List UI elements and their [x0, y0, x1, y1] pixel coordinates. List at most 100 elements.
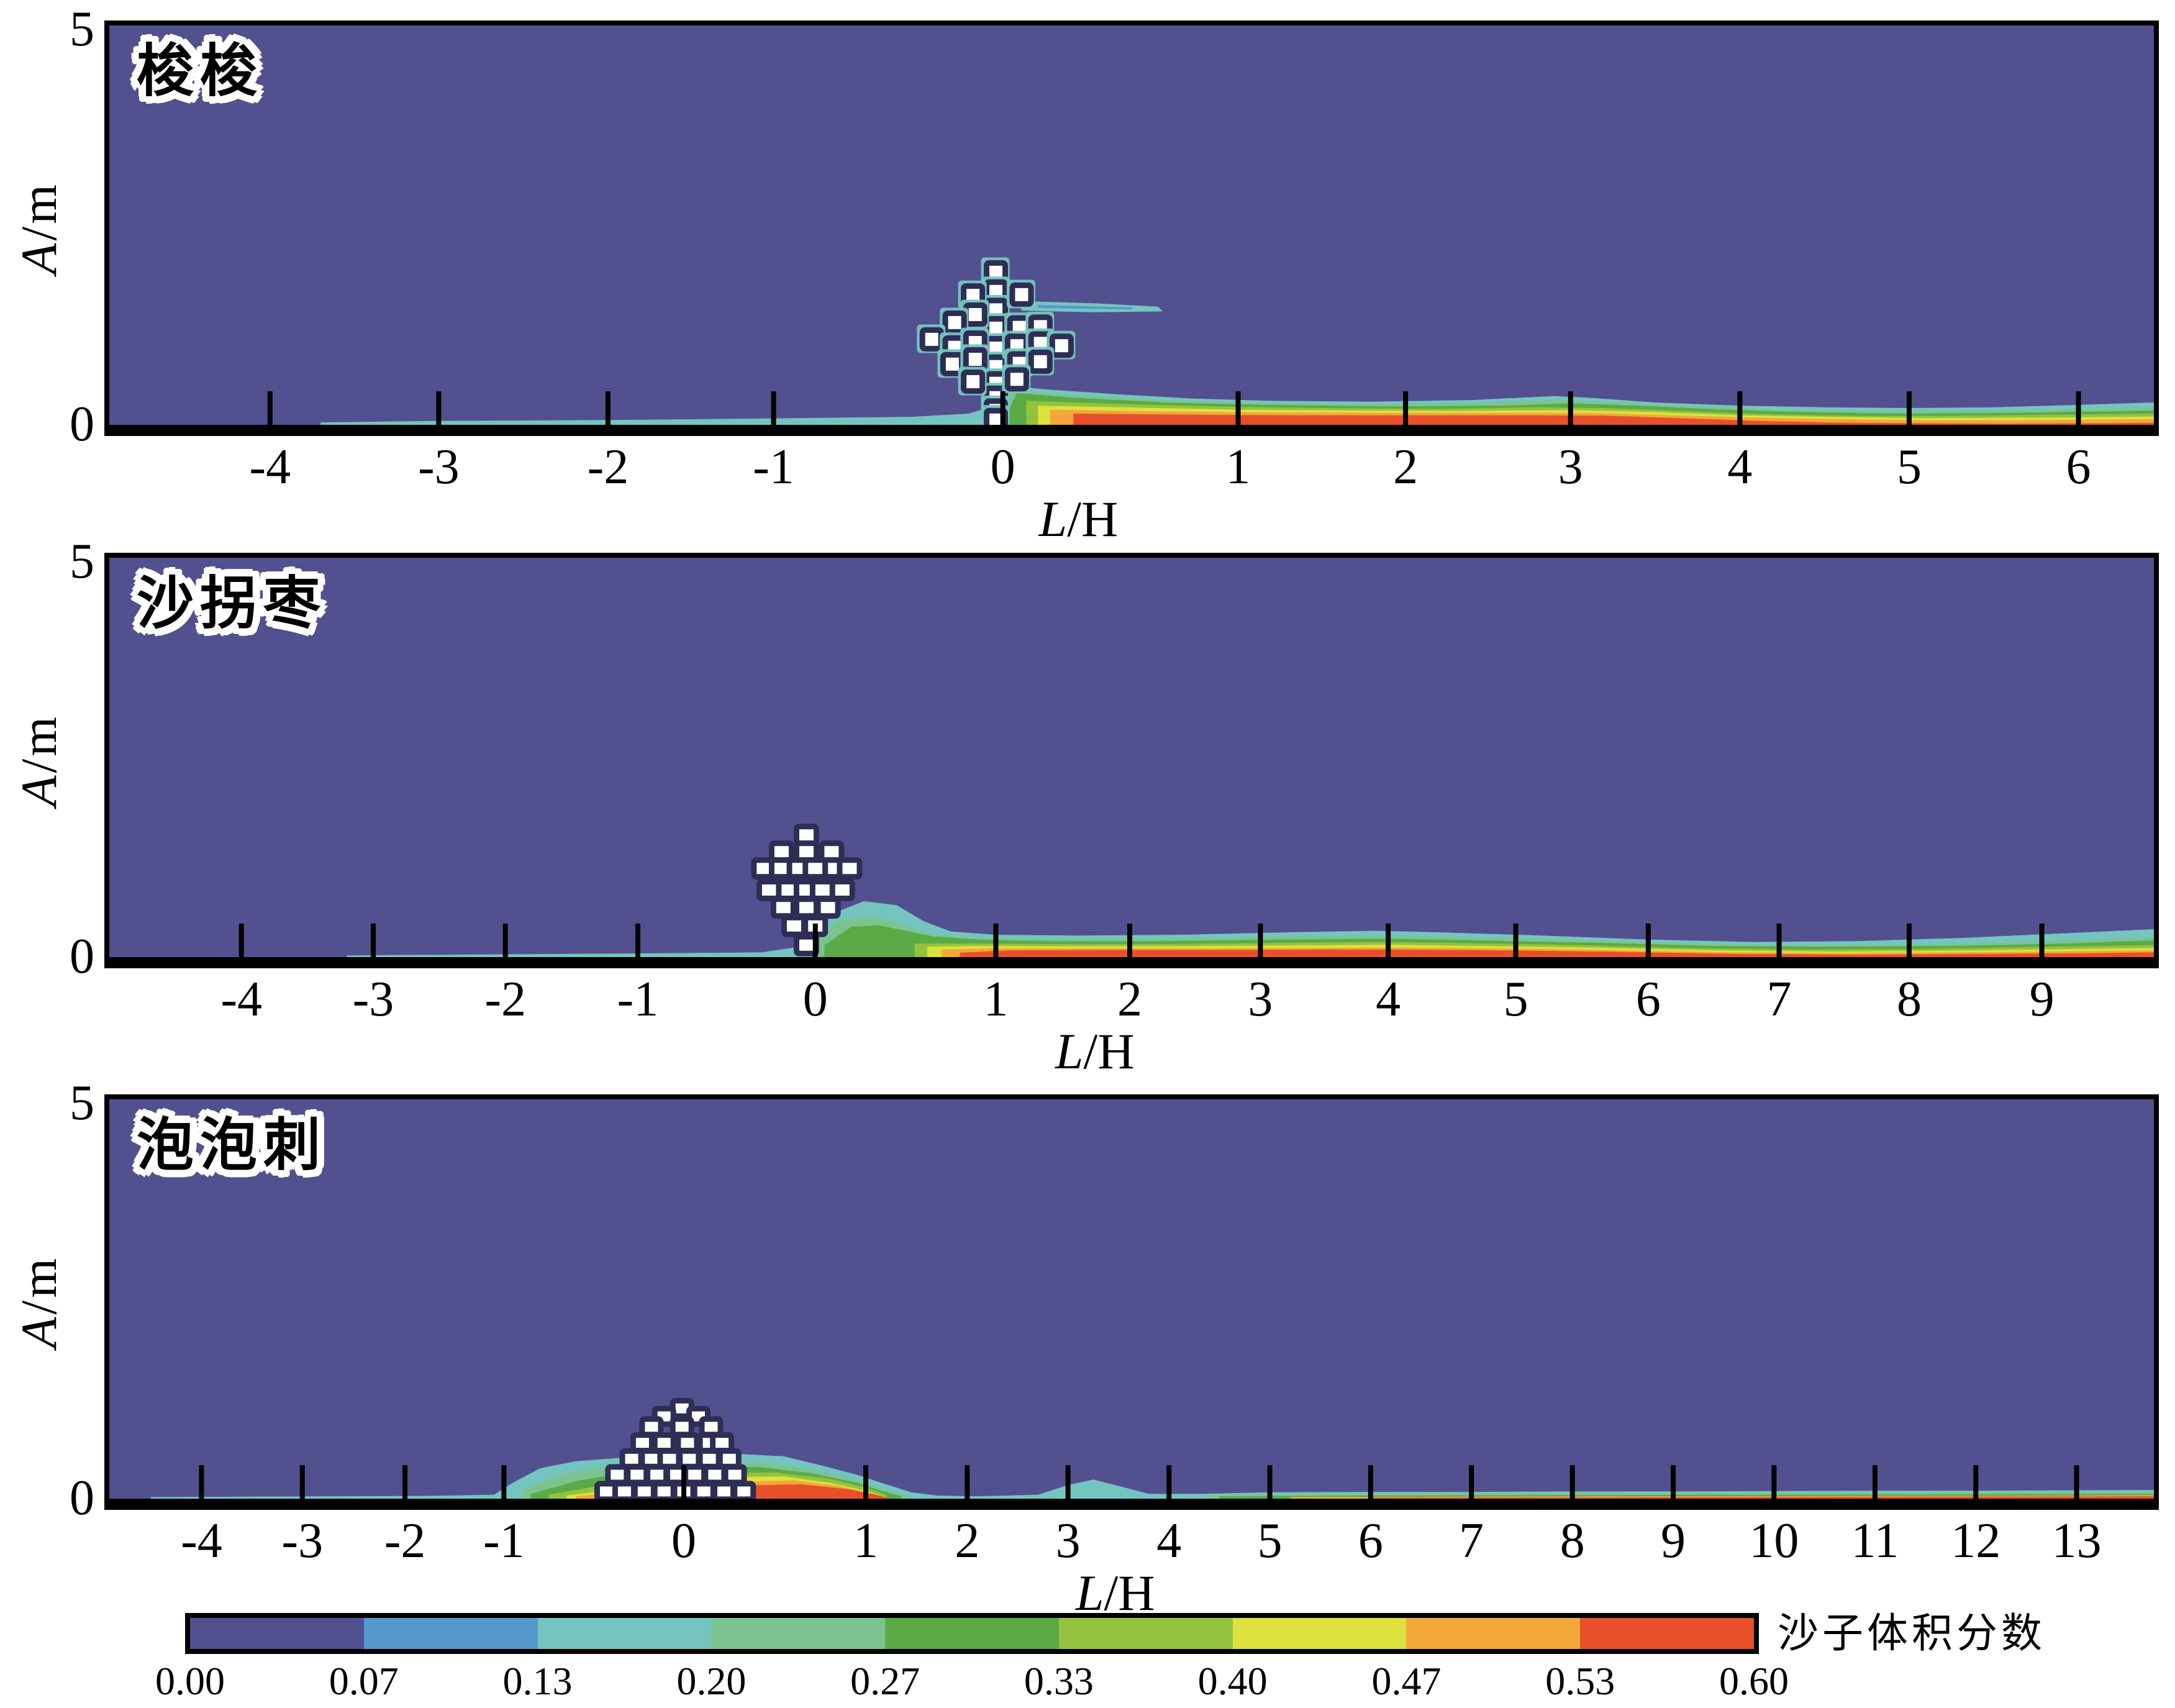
y-axis-tick-min: 0	[70, 397, 94, 452]
contour-plot	[238, 824, 2154, 957]
plant-branch-square	[645, 1464, 670, 1486]
plant-branch-square	[963, 347, 988, 372]
plant-branch-square	[605, 1464, 630, 1486]
panel-nitraria: 5 0 A/m 泡泡刺 -4 -3 -2 -1 0 1 2 3 4 5 6 7 8 9 10 11 12 13 L…	[0, 1078, 2175, 1653]
x-axis-tick-label: -4	[249, 440, 291, 494]
plant-branch-square	[837, 857, 863, 880]
y-axis-unit: /m	[11, 1256, 67, 1315]
plant-branch-square	[702, 1464, 727, 1486]
colorbar	[185, 1613, 1759, 1654]
colorbar-tick-label: 0.53	[1545, 1659, 1615, 1703]
x-axis-tick-label: 2	[955, 1514, 980, 1568]
y-axis-tick-max: 5	[70, 2, 94, 57]
x-axis-tick-mark	[965, 1465, 970, 1499]
x-axis-tick-label: 8	[1896, 972, 1922, 1027]
plot-area: 梭梭	[104, 20, 2159, 436]
x-axis-tick-mark	[1872, 1465, 1878, 1499]
plant-branch-square	[612, 1481, 637, 1499]
x-axis-tick-label: -2	[384, 1514, 426, 1568]
x-axis-tick-mark	[605, 391, 611, 425]
x-axis-tick-label: 6	[2066, 440, 2091, 494]
plant-branch-square	[722, 1464, 747, 1486]
x-axis-tick-label: 5	[1896, 440, 1922, 494]
colorbar-tick-label: 0.60	[1719, 1659, 1789, 1703]
colorbar-title: 沙子体积分数	[1778, 1611, 2046, 1656]
x-axis-tick-mark	[1776, 924, 1782, 957]
x-axis-tick-label: 5	[1503, 972, 1528, 1027]
x-axis-tick-mark	[1267, 1465, 1273, 1499]
x-axis-tick-label: -1	[483, 1514, 525, 1568]
y-axis-unit: /m	[11, 182, 67, 241]
x-axis-tick-mark	[993, 924, 999, 957]
x-axis-tick-label: -4	[220, 972, 262, 1027]
sand-layer-cyan	[150, 1454, 2154, 1499]
x-axis-tick-mark	[1469, 1465, 1474, 1499]
plant-branch-square	[802, 857, 829, 880]
plant-branch-square	[815, 896, 841, 919]
x-axis-tick-label: -1	[753, 440, 794, 494]
x-axis-tick-mark	[1771, 1465, 1777, 1499]
x-axis-tick-mark	[502, 924, 508, 957]
plant-branch-square	[961, 370, 986, 394]
x-axis-variable: L	[1055, 1023, 1084, 1079]
plant-branch-square	[1009, 282, 1034, 307]
panel-calligonum: 5 0 A/m 沙拐枣 -4 -3 -2 -1 0 1 2 3 4 5 6 7 8 9 L/H	[0, 537, 2175, 1112]
colorbar-tick-label: 0.20	[676, 1659, 747, 1703]
plant-branch-square	[632, 1481, 656, 1499]
y-axis-variable: A	[11, 1314, 67, 1348]
plant-branch-square	[625, 1464, 650, 1486]
x-axis-tick-mark	[1000, 391, 1006, 425]
x-axis-tick-label: 6	[1635, 972, 1661, 1027]
x-axis-tick-label: 3	[1055, 1514, 1081, 1568]
x-axis-tick-label: 9	[2029, 972, 2055, 1027]
x-axis-tick-mark	[771, 391, 776, 425]
y-axis-variable: A	[11, 240, 67, 275]
plant-branch-square	[1049, 334, 1074, 358]
x-axis-tick-label: 8	[1560, 1514, 1585, 1568]
x-axis-tick-label: -4	[181, 1514, 222, 1568]
x-axis-tick-label: 7	[1459, 1514, 1484, 1568]
x-axis-tick-label: 2	[1117, 972, 1143, 1027]
y-axis-tick-max: 5	[70, 534, 94, 589]
x-axis-tick-mark	[267, 391, 273, 425]
x-axis-tick-mark	[635, 924, 640, 957]
x-axis-tick-mark	[1737, 391, 1743, 425]
x-axis-label: L/H	[1055, 1025, 1135, 1078]
y-axis-variable: A	[11, 773, 67, 807]
colorbar-tick-label: 0.33	[1024, 1659, 1094, 1703]
colorbar-tick-label: 0.27	[850, 1659, 920, 1703]
x-axis-tick-mark	[1166, 1465, 1172, 1499]
x-axis-tick-label: -3	[352, 972, 394, 1027]
x-axis-tick-label: 1	[983, 972, 1009, 1027]
colorbar-tick-label: 0.07	[329, 1659, 399, 1703]
colorbar-segment-cyan	[537, 1618, 712, 1649]
x-axis-variable: L	[1075, 1565, 1104, 1621]
x-axis-tick-mark	[863, 1465, 869, 1499]
plant-branch-square	[919, 327, 944, 352]
x-axis-tick-label: -3	[281, 1514, 324, 1568]
colorbar-tick-label: 0.13	[502, 1659, 573, 1703]
colorbar-segment-red	[1580, 1618, 1755, 1649]
x-axis-tick-mark	[436, 391, 442, 425]
x-axis-label: L/H	[1076, 1566, 1155, 1620]
x-axis-tick-mark	[299, 1465, 305, 1499]
x-axis-tick-label: 11	[1851, 1514, 1899, 1568]
x-axis-tick-label: 1	[853, 1514, 879, 1568]
plant-branch-square	[781, 914, 807, 937]
x-axis-tick-label: -2	[484, 972, 526, 1027]
sand-layer-red	[1370, 1496, 2154, 1499]
y-axis-label: A/m	[5, 1094, 73, 1510]
plant-branch-square	[683, 1464, 707, 1486]
plant-branch-square	[770, 896, 796, 919]
x-axis-tick-mark	[681, 1465, 687, 1499]
plant-branch-square	[1004, 367, 1029, 392]
x-axis-tick-mark	[1368, 1465, 1373, 1499]
x-axis-tick-mark	[402, 1465, 408, 1499]
contour-plot	[150, 1397, 2154, 1499]
x-axis-tick-mark	[1386, 924, 1391, 957]
plant-branch-square	[712, 1481, 737, 1499]
x-axis-tick-mark	[2074, 1465, 2079, 1499]
sand-layer-cyan	[347, 901, 2154, 957]
colorbar-segment-background	[190, 1618, 364, 1649]
